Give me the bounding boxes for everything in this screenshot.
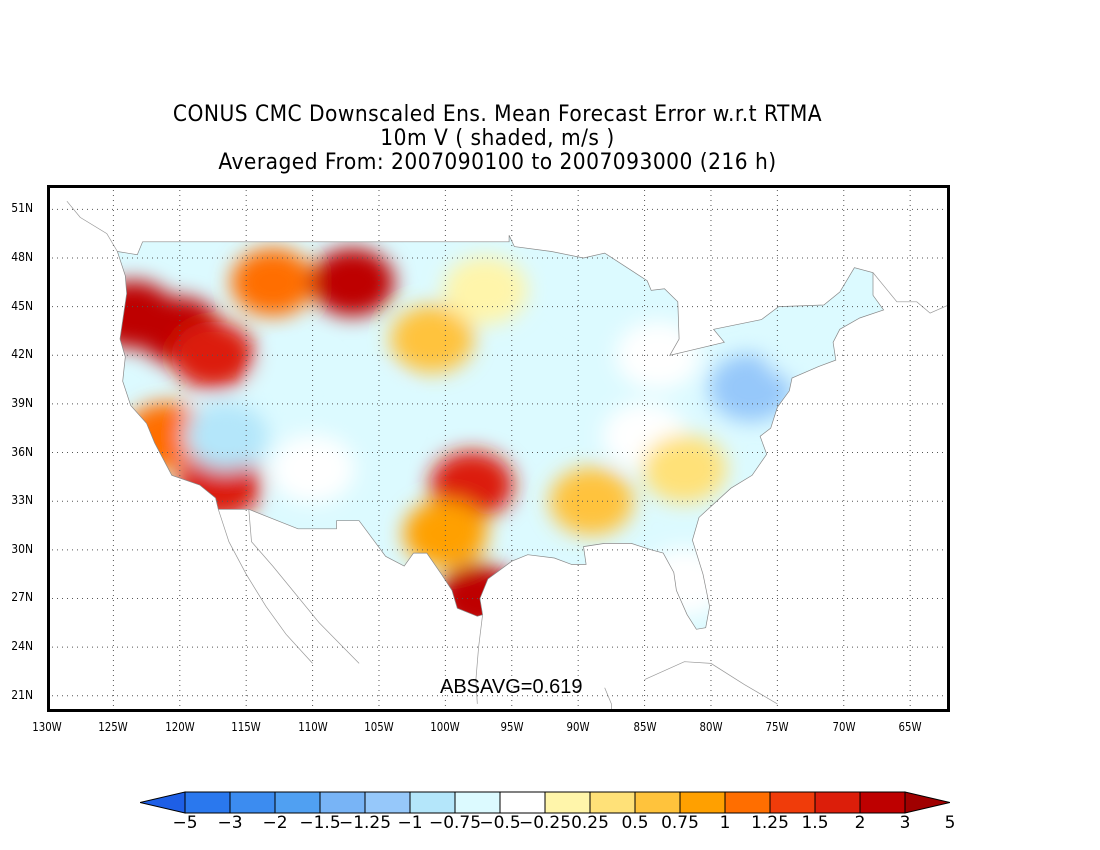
- colorbar-swatch: [319, 791, 366, 814]
- shaded-region: [549, 467, 634, 536]
- colorbar-tick-label: 3: [899, 813, 911, 833]
- shaded-region: [562, 256, 647, 325]
- coastlines: [66, 200, 950, 712]
- colorbar-tick-label: 1: [719, 813, 731, 833]
- longitude-label: 100W: [430, 720, 461, 734]
- longitude-label: 95W: [500, 720, 524, 734]
- latitude-label: 36N: [11, 444, 34, 459]
- latitude-label: 21N: [11, 687, 34, 702]
- colorbar-swatch: [409, 791, 456, 814]
- coastline-segment: [66, 200, 118, 252]
- colorbar-tick-label: 2: [854, 813, 866, 833]
- colorbar-swatch: [364, 791, 411, 814]
- shaded-region: [270, 434, 355, 503]
- colorbar-tick-label: 0.75: [661, 813, 699, 833]
- coastline-segment: [248, 509, 360, 664]
- shaded-region: [390, 305, 475, 373]
- colorbar-tick-label: −5: [172, 813, 198, 833]
- colorbar-tick-label: 0.25: [571, 813, 609, 833]
- colorbar-tick-label: −0.75: [428, 813, 482, 833]
- longitude-label: 65W: [898, 720, 922, 734]
- map-frame: [47, 185, 950, 712]
- longitude-label: 130W: [32, 720, 62, 734]
- conus-outline: [116, 235, 885, 630]
- latitude-label: 45N: [11, 298, 34, 313]
- colorbar-tick-label: −2: [262, 813, 288, 833]
- shaded-region: [443, 256, 528, 325]
- shaded-region: [230, 248, 315, 317]
- plot-title: CONUS CMC Downscaled Ens. Mean Forecast …: [172, 102, 823, 127]
- colorbar-swatch: [769, 791, 816, 814]
- colorbar-tick-label: 1.25: [751, 813, 789, 833]
- colorbar-swatch: [859, 791, 906, 814]
- shaded-region: [642, 434, 727, 503]
- shaded-region: [184, 402, 269, 471]
- colorbar-tick-label: −1.5: [299, 813, 341, 833]
- colorbar-swatch: [140, 791, 186, 814]
- map-plot-area: [47, 185, 950, 712]
- longitude-label: 85W: [633, 720, 657, 734]
- colorbar-swatch: [724, 791, 771, 814]
- colorbar-tick-label: 5: [944, 813, 956, 833]
- colorbar-swatch: [274, 791, 321, 814]
- shaded-region: [310, 248, 395, 317]
- colorbar-tick-label: −1.25: [338, 813, 392, 833]
- latitude-label: 42N: [11, 347, 34, 362]
- colorbar-swatch: [544, 791, 591, 814]
- colorbar-swatch: [814, 791, 861, 814]
- coastline-segment: [872, 272, 950, 314]
- coastline-segment: [475, 614, 483, 704]
- colorbar-tick-label: 1.5: [801, 813, 829, 833]
- colorbar-swatch: [229, 791, 276, 814]
- longitude-label: 105W: [364, 720, 394, 734]
- colorbar-swatch: [184, 791, 231, 814]
- latitude-label: 39N: [11, 395, 34, 410]
- plot-subtitle-period: Averaged From: 2007090100 to 2007093000 …: [218, 150, 777, 175]
- longitude-label: 120W: [164, 720, 195, 734]
- coastline-segment: [644, 661, 778, 705]
- latitude-label: 30N: [11, 541, 34, 556]
- coastline-segment: [604, 687, 612, 712]
- grid-lines: [47, 185, 950, 712]
- colorbar-tick-label: −1: [397, 813, 423, 833]
- latitude-label: 48N: [11, 249, 34, 264]
- latitude-label: 51N: [11, 201, 34, 216]
- colorbar-swatch: [904, 791, 950, 814]
- longitude-label: 70W: [832, 720, 856, 734]
- shaded-region: [323, 378, 408, 446]
- absavg-annotation: ABSAVG=0.619: [440, 676, 583, 698]
- latitude-label: 27N: [11, 590, 34, 605]
- shaded-region: [708, 353, 793, 422]
- colorbar-swatch: [634, 791, 681, 814]
- longitude-label: 80W: [699, 720, 723, 734]
- plot-subtitle-variable: 10m V ( shaded, m/s ): [380, 126, 615, 151]
- longitude-label: 90W: [566, 720, 590, 734]
- colorbar-swatch: [499, 791, 546, 814]
- latitude-label: 33N: [11, 493, 34, 508]
- longitude-label: 115W: [231, 720, 261, 734]
- colorbar: [140, 791, 950, 814]
- longitude-label: 110W: [297, 720, 328, 734]
- latitude-label: 24N: [11, 639, 34, 654]
- colorbar-swatch: [454, 791, 501, 814]
- colorbar-tick-label: −3: [217, 813, 243, 833]
- shaded-region: [403, 499, 488, 568]
- colorbar-swatch: [679, 791, 726, 814]
- longitude-label: 75W: [765, 720, 789, 734]
- colorbar-tick-label: −0.5: [479, 813, 521, 833]
- colorbar-tick-label: −0.25: [518, 813, 572, 833]
- shaded-region: [257, 353, 342, 422]
- longitude-label: 125W: [98, 720, 129, 734]
- colorbar-tick-label: 0.5: [621, 813, 649, 833]
- coastline-segment: [217, 509, 313, 664]
- colorbar-swatch: [589, 791, 636, 814]
